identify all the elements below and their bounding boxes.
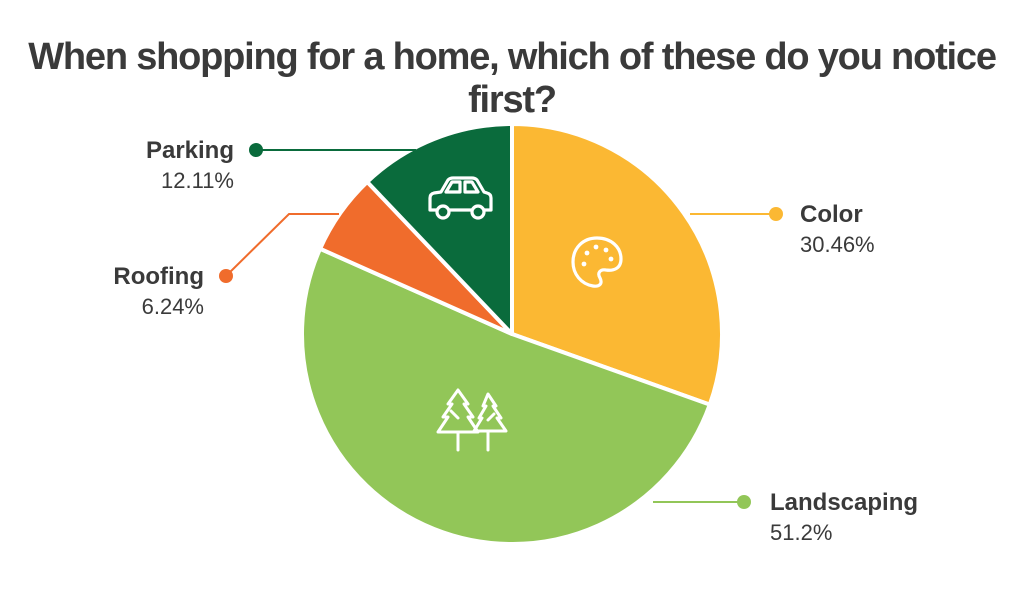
- slice-value-color: 30.46%: [800, 232, 875, 257]
- slice-label-color: Color: [800, 201, 863, 228]
- pie-slice-color: [510, 122, 724, 407]
- slice-label-parking: Parking: [146, 137, 234, 164]
- chart-title: When shopping for a home, which of these…: [28, 36, 997, 121]
- palette-icon: [571, 236, 623, 288]
- callout-dot-roofing: [219, 269, 233, 283]
- slice-icons: [428, 176, 623, 452]
- callout-dot-color: [769, 207, 783, 221]
- callout-line-roofing: [225, 213, 339, 277]
- callout-dot-parking: [249, 143, 263, 157]
- slice-label-roofing: Roofing: [113, 263, 204, 290]
- slice-label-landscaping: Landscaping: [770, 489, 918, 516]
- callout-dot-landscaping: [737, 495, 751, 509]
- trees-icon: [436, 388, 508, 452]
- car-icon: [428, 176, 493, 220]
- pie-slice-parking: [365, 122, 514, 336]
- slice-value-parking: 12.11%: [161, 168, 234, 193]
- slice-value-landscaping: 51.2%: [770, 520, 832, 545]
- pie-slices: [300, 122, 724, 546]
- pie-slice-landscaping: [300, 246, 712, 546]
- slice-value-roofing: 6.24%: [142, 294, 204, 319]
- slice-callouts: Color 30.46% Landscaping 51.2% Roofing 6.24% P…: [113, 137, 918, 545]
